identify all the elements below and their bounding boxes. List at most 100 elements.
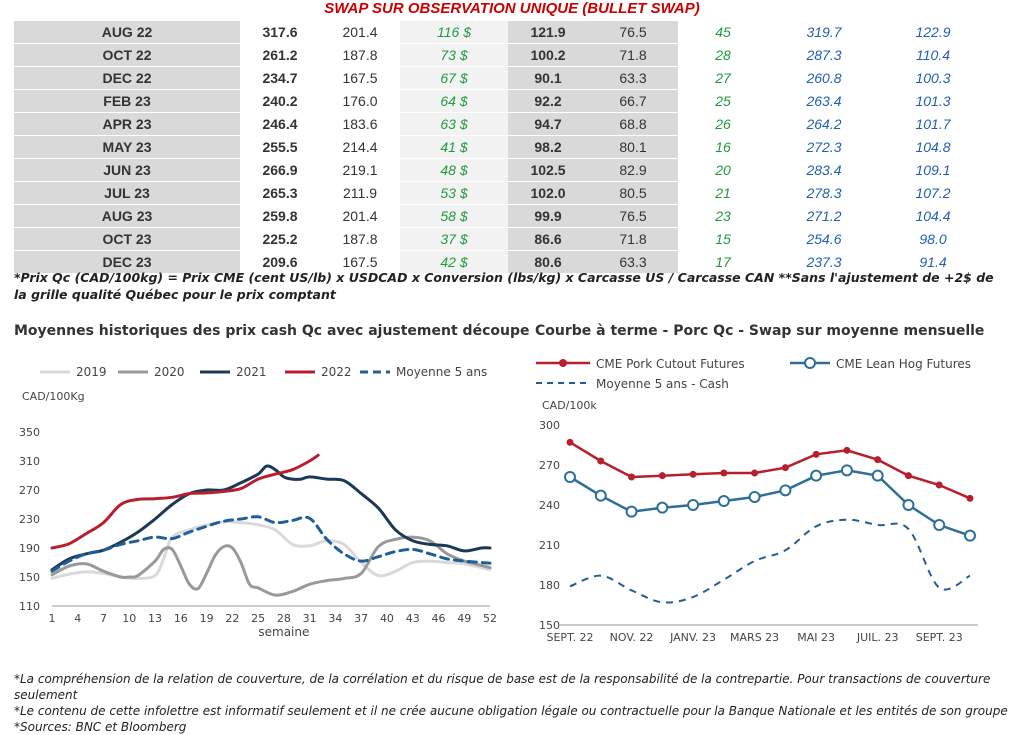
table-cell: 110.4 (916, 47, 950, 63)
table-cell: 272.3 (806, 139, 842, 155)
data-point (564, 471, 576, 483)
data-point (840, 464, 853, 477)
table-cell: 37 $ (400, 227, 508, 251)
contract-month-cell: MAY 23 (14, 135, 240, 159)
contract-month-cell: OCT 22 (14, 43, 240, 67)
data-point (964, 529, 976, 542)
table-cell: 68.8 (588, 112, 678, 136)
table-cell: 187.8 (342, 231, 378, 247)
contract-month-cell: APR 23 (14, 112, 240, 136)
y-tick-label: 270 (539, 459, 560, 472)
footnote-1: *La compréhension de la relation de couv… (14, 672, 991, 702)
table-cell: 63.3 (588, 250, 678, 274)
table-cell: 246.4 (262, 116, 298, 132)
data-point (810, 469, 823, 482)
table-cell: 101.3 (915, 93, 951, 109)
table-cell: 28 (715, 47, 731, 63)
data-point (812, 450, 820, 458)
data-point (871, 469, 884, 482)
table-cell: 265.3 (262, 185, 298, 201)
table-cell: 116 $ (400, 21, 508, 44)
contract-month-cell: JUN 23 (14, 158, 240, 182)
table-cell: 58 $ (400, 204, 508, 228)
legend-label-1: CME Lean Hog Futures (836, 357, 971, 371)
table-cell: 42 $ (400, 250, 508, 274)
table-cell: 48 $ (400, 158, 508, 182)
y-tick-label: 180 (539, 579, 560, 592)
data-point (597, 457, 605, 465)
chart2-forward-curve: CME Pork Cutout Futures CME Lean Hog Futu… (536, 357, 978, 644)
table-cell: 73 $ (400, 43, 508, 67)
x-tick-label: 28 (277, 612, 291, 625)
y-axis-label: CAD/100k (542, 399, 597, 412)
table-cell: 271.2 (806, 208, 842, 224)
x-tick-label: 7 (100, 612, 107, 625)
table-row: OCT 22 261.2 187.8 73 $100.2 71.8 28 287.3 110.… (14, 43, 986, 67)
table-cell: 102.5 (508, 158, 588, 182)
x-tick-label: 4 (74, 612, 81, 625)
table-row: JUL 23 265.3 211.9 53 $102.0 80.5 21 278.3 107.… (14, 181, 986, 205)
swap-table: AUG 22 317.6 201.4 116 $121.9 76.5 45 319.7 122… (14, 21, 986, 274)
data-point (902, 499, 915, 511)
table-cell: 109.1 (915, 162, 951, 178)
x-tick-label: JANV. 23 (669, 631, 716, 644)
table-cell: 317.6 (262, 24, 298, 40)
series-line-4 (50, 515, 492, 573)
table-cell: 260.8 (806, 70, 842, 86)
legend-marker-1 (804, 357, 816, 369)
x-tick-label: MAI 23 (797, 631, 835, 644)
table-cell: 63 $ (400, 112, 508, 136)
contract-month-cell: AUG 23 (14, 204, 240, 228)
table-cell: 41 $ (400, 135, 508, 159)
legend-label-3: 2022 (321, 365, 352, 379)
x-tick-label: 43 (406, 612, 420, 625)
x-tick-label: 1 (49, 612, 56, 625)
table-cell: 26 (715, 116, 731, 132)
table-cell: 259.8 (262, 208, 298, 224)
table-row: AUG 23 259.8 201.4 58 $99.9 76.5 23 271.2 104.4 (14, 204, 986, 228)
series-line-2 (50, 464, 492, 572)
legend-label-1: 2020 (154, 365, 185, 379)
table-cell: 240.2 (262, 93, 298, 109)
table-cell: 225.2 (262, 231, 298, 247)
footnotes: *La compréhension de la relation de couv… (14, 671, 1014, 735)
table-cell: 80.1 (588, 135, 678, 159)
table-cell: 21 (715, 185, 731, 201)
x-tick-label: 46 (431, 612, 445, 625)
contract-month-cell: JUL 23 (14, 181, 240, 205)
x-tick-label: 19 (200, 612, 214, 625)
x-tick-label: 13 (148, 612, 162, 625)
table-cell: 99.9 (508, 204, 588, 228)
x-tick-label: 40 (380, 612, 394, 625)
table-cell: 201.4 (342, 24, 378, 40)
data-point (751, 469, 759, 477)
table-cell: 201.4 (342, 208, 378, 224)
table-cell: 98.0 (919, 231, 947, 247)
table-cell: 63.3 (588, 66, 678, 90)
footnote-2: *Le contenu de cette infolettre est info… (14, 704, 1008, 718)
table-cell: 92.2 (508, 89, 588, 113)
x-axis-label: semaine (258, 625, 309, 639)
data-point (779, 484, 792, 497)
contract-month-cell: FEB 23 (14, 89, 240, 113)
table-cell: 45 (715, 24, 731, 40)
x-tick-label: 25 (251, 612, 265, 625)
x-tick-label: 31 (303, 612, 317, 625)
contract-month-cell: DEC 22 (14, 66, 240, 90)
table-cell: 90.1 (508, 66, 588, 90)
table-cell: 214.4 (342, 139, 378, 155)
series-line-0 (569, 441, 971, 500)
table-cell: 187.8 (342, 47, 378, 63)
data-point (628, 473, 636, 481)
data-point (843, 446, 851, 454)
price-formula-note: *Prix Qc (CAD/100kg) = Prix CME (cent US… (14, 270, 994, 302)
legend-label-2: 2021 (236, 365, 267, 379)
table-cell: 104.4 (915, 208, 951, 224)
table-cell: 71.8 (588, 43, 678, 67)
y-tick-label: 350 (19, 426, 40, 439)
table-header: SWAP SUR OBSERVATION UNIQUE (BULLET SWAP… (324, 0, 700, 17)
table-cell: 53 $ (400, 181, 508, 205)
table-cell: 122.9 (915, 24, 951, 40)
table-row: APR 23 246.4 183.6 63 $94.7 68.8 26 264.2 101.7 (14, 112, 986, 136)
x-tick-label: 22 (225, 612, 239, 625)
